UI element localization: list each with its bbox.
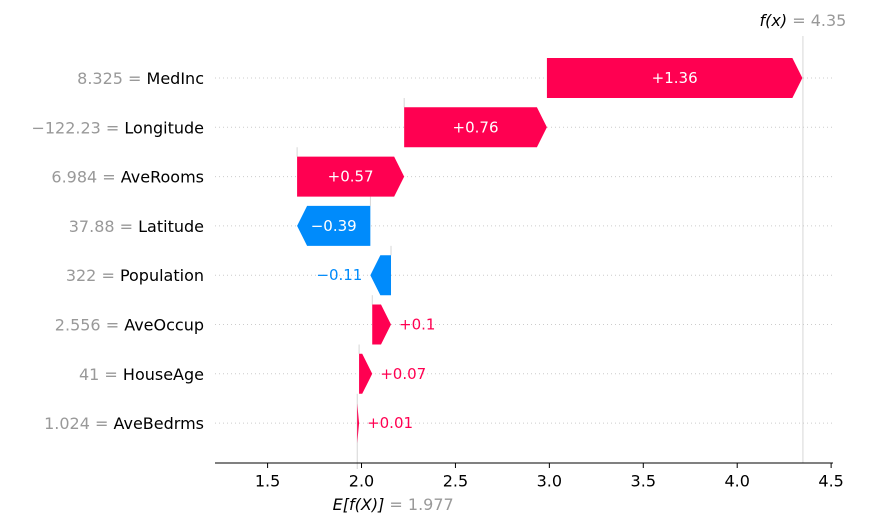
feature-name: AveOccup [124,315,204,334]
x-tick-label: 2.5 [443,472,468,491]
bar-medinc [546,58,803,98]
feature-name: Population [120,266,204,285]
bar-label-longitude: +0.76 [453,118,499,136]
bar-label-averooms: +0.57 [328,168,374,186]
base-value-text: = 1.977 [389,495,453,514]
bar-label-aveoccup: +0.1 [399,316,435,334]
feature-value: 322 = [66,266,120,285]
feature-label-averooms: 6.984 = AveRooms [51,167,204,186]
x-tick-label: 3.0 [537,472,562,491]
base-value-annotation: E[f(X)] = 1.977 [333,495,454,514]
x-tick-label: 4.0 [724,472,749,491]
output-value-label: f(x) [760,11,793,30]
feature-value: 8.325 = [77,69,146,88]
feature-label-population: 322 = Population [66,266,204,285]
annotations: f(x) = 4.35 E[f(X)] = 1.977 [333,11,847,514]
output-value-annotation: f(x) = 4.35 [760,11,847,30]
feature-name: AveBedrms [113,414,204,433]
bar-aveoccup [372,304,392,345]
feature-value: 6.984 = [51,167,120,186]
feature-label-aveoccup: 2.556 = AveOccup [55,315,204,334]
contribution-bars [297,58,803,444]
feature-label-houseage: 41 = HouseAge [79,364,204,383]
bar-label-avebedrms: +0.01 [367,414,413,432]
base-value-label: E[f(X)] [333,495,390,514]
feature-label-latitude: 37.88 = Latitude [69,216,204,235]
feature-name: HouseAge [123,364,204,383]
feature-label-medinc: 8.325 = MedInc [77,69,204,88]
bar-latitude [297,205,371,246]
feature-value: 37.88 = [69,216,138,235]
bar-averooms [297,156,405,197]
bar-label-houseage: +0.07 [380,365,426,383]
x-tick-label: 2.0 [349,472,374,491]
bar-label-medinc: +1.36 [652,69,698,87]
bar-label-population: −0.11 [316,266,362,284]
bar-longitude [404,107,547,148]
x-tick-label: 1.5 [255,472,280,491]
output-value-text: = 4.35 [792,11,846,30]
feature-name: AveRooms [121,167,204,186]
bar-avebedrms [357,403,360,444]
bar-label-latitude: −0.39 [311,217,357,235]
feature-value: 41 = [79,364,123,383]
x-tick-label: 4.5 [818,472,843,491]
feature-name: Latitude [138,216,204,235]
x-tick-label: 3.5 [631,472,656,491]
feature-value: 1.024 = [44,414,113,433]
reference-lines [296,36,804,469]
bar-houseage [359,353,373,394]
feature-value: −122.23 = [31,118,124,137]
feature-value: 2.556 = [55,315,124,334]
feature-name: MedInc [147,69,204,88]
feature-labels: 8.325 = MedInc −122.23 = Longitude 6.984 =… [31,69,204,433]
feature-name: Longitude [124,118,204,137]
bar-population [370,255,392,296]
feature-label-avebedrms: 1.024 = AveBedrms [44,414,204,433]
contribution-labels: +1.36 +0.76 +0.57 −0.39 −0.11 +0.1 +0.07 +0.01 [311,69,698,432]
x-axis: 1.5 2.0 2.5 3.0 3.5 4.0 4.5 [215,462,844,491]
feature-label-longitude: −122.23 = Longitude [31,118,204,137]
